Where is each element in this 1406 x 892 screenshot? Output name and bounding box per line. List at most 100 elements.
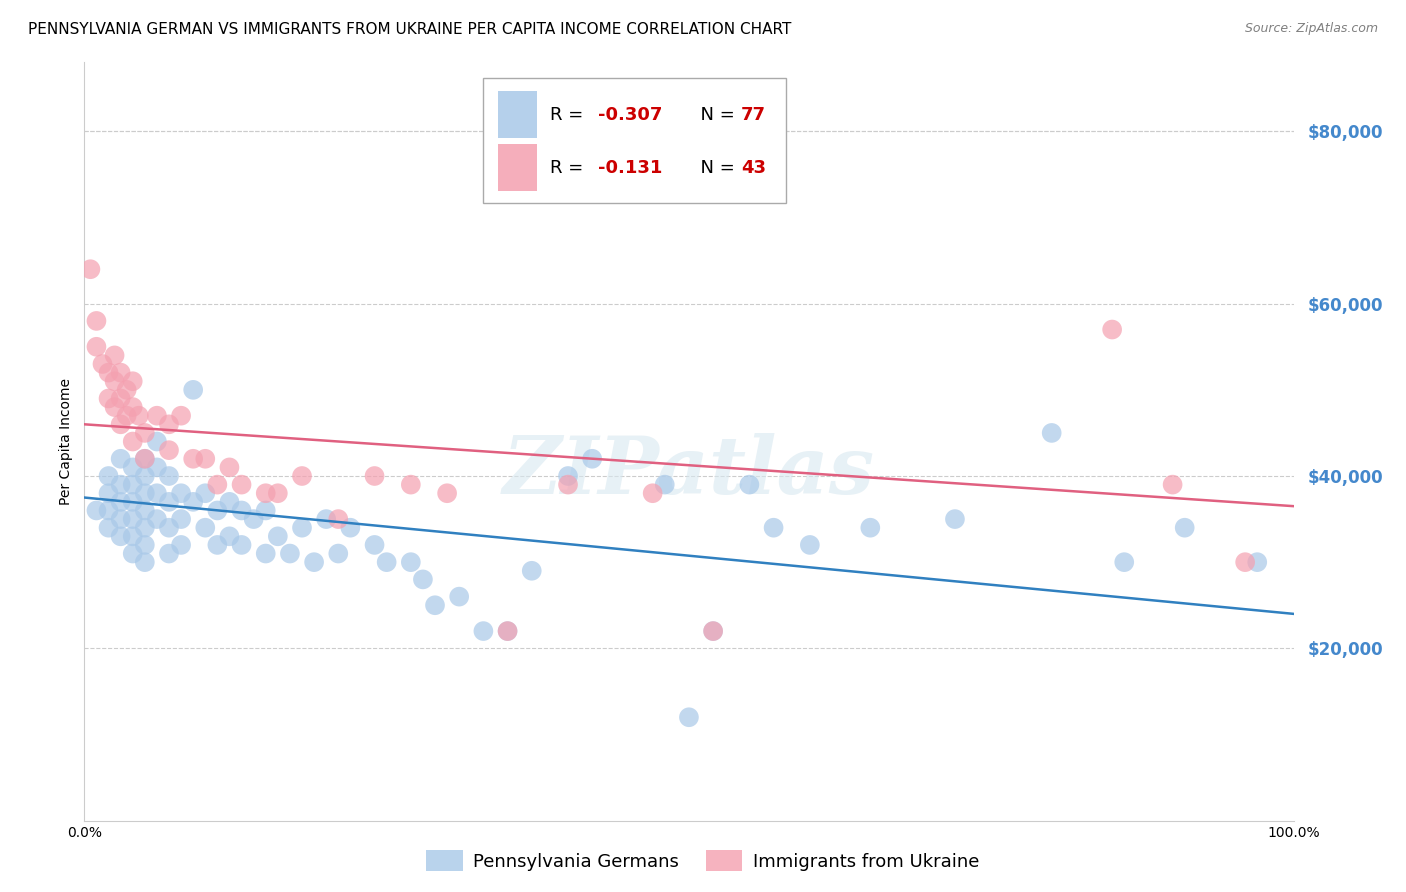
Point xyxy=(110,366,132,380)
Point xyxy=(254,503,277,517)
Point xyxy=(146,486,169,500)
Point xyxy=(363,469,385,483)
Point xyxy=(1246,555,1268,569)
Point xyxy=(104,348,127,362)
Point xyxy=(79,262,101,277)
Point xyxy=(121,374,143,388)
Point xyxy=(157,495,180,509)
Point xyxy=(472,624,495,639)
Point xyxy=(97,469,120,483)
Point xyxy=(110,529,132,543)
Y-axis label: Per Capita Income: Per Capita Income xyxy=(59,378,73,505)
Point xyxy=(702,624,724,639)
Point xyxy=(194,451,217,466)
Point xyxy=(121,477,143,491)
Point xyxy=(1234,555,1257,569)
Point xyxy=(157,417,180,432)
Point xyxy=(423,599,446,613)
Point xyxy=(121,495,143,509)
Point xyxy=(110,512,132,526)
Point xyxy=(110,495,132,509)
Point xyxy=(1101,322,1123,336)
Point xyxy=(1161,477,1184,491)
Point xyxy=(86,503,108,517)
Point xyxy=(242,512,264,526)
Point xyxy=(104,400,127,414)
Point xyxy=(134,486,156,500)
Point xyxy=(654,477,676,491)
Point xyxy=(128,409,150,423)
Point xyxy=(1040,425,1063,440)
Point xyxy=(496,624,519,639)
Text: 77: 77 xyxy=(741,106,766,124)
Point xyxy=(762,521,785,535)
Point xyxy=(231,477,253,491)
Point xyxy=(207,503,229,517)
Text: -0.131: -0.131 xyxy=(599,159,662,177)
Point xyxy=(496,624,519,639)
Point xyxy=(121,434,143,449)
Text: PENNSYLVANIA GERMAN VS IMMIGRANTS FROM UKRAINE PER CAPITA INCOME CORRELATION CHA: PENNSYLVANIA GERMAN VS IMMIGRANTS FROM U… xyxy=(28,22,792,37)
Text: R =: R = xyxy=(550,106,589,124)
Point xyxy=(134,469,156,483)
Point xyxy=(702,624,724,639)
Point xyxy=(291,521,314,535)
Point xyxy=(291,469,314,483)
Point xyxy=(134,503,156,517)
Point xyxy=(449,590,471,604)
Point xyxy=(641,486,664,500)
Point xyxy=(146,460,169,475)
Point xyxy=(121,512,143,526)
Point xyxy=(218,495,240,509)
Point xyxy=(339,521,361,535)
Point xyxy=(557,469,579,483)
Point xyxy=(254,547,277,561)
Text: -0.307: -0.307 xyxy=(599,106,662,124)
Point xyxy=(181,383,204,397)
Point xyxy=(267,529,290,543)
Point xyxy=(121,400,143,414)
Point xyxy=(302,555,325,569)
Point xyxy=(170,486,193,500)
Point xyxy=(678,710,700,724)
Point xyxy=(170,512,193,526)
Point xyxy=(146,409,169,423)
Point xyxy=(157,521,180,535)
Point xyxy=(231,503,253,517)
Point xyxy=(110,451,132,466)
Point xyxy=(134,425,156,440)
Point xyxy=(134,521,156,535)
Point xyxy=(254,486,277,500)
Point xyxy=(170,538,193,552)
Point xyxy=(170,409,193,423)
Bar xyxy=(498,91,537,138)
Point xyxy=(1114,555,1136,569)
Point xyxy=(121,547,143,561)
Point xyxy=(157,547,180,561)
Text: N =: N = xyxy=(689,159,741,177)
Point xyxy=(115,409,138,423)
Point xyxy=(315,512,337,526)
Point xyxy=(218,529,240,543)
Legend: Pennsylvania Germans, Immigrants from Ukraine: Pennsylvania Germans, Immigrants from Uk… xyxy=(419,843,987,879)
Point xyxy=(399,555,422,569)
Point xyxy=(859,521,882,535)
Point xyxy=(194,521,217,535)
Point xyxy=(115,383,138,397)
Point xyxy=(278,547,301,561)
Text: R =: R = xyxy=(550,159,589,177)
Point xyxy=(581,451,603,466)
Point xyxy=(86,340,108,354)
Text: ZIPatlas: ZIPatlas xyxy=(503,434,875,510)
Point xyxy=(218,460,240,475)
Point xyxy=(134,451,156,466)
Point xyxy=(181,451,204,466)
Point xyxy=(375,555,398,569)
Point xyxy=(97,392,120,406)
Point xyxy=(412,573,434,587)
Point xyxy=(181,495,204,509)
Point xyxy=(86,314,108,328)
Point xyxy=(267,486,290,500)
Point xyxy=(799,538,821,552)
Point xyxy=(146,434,169,449)
